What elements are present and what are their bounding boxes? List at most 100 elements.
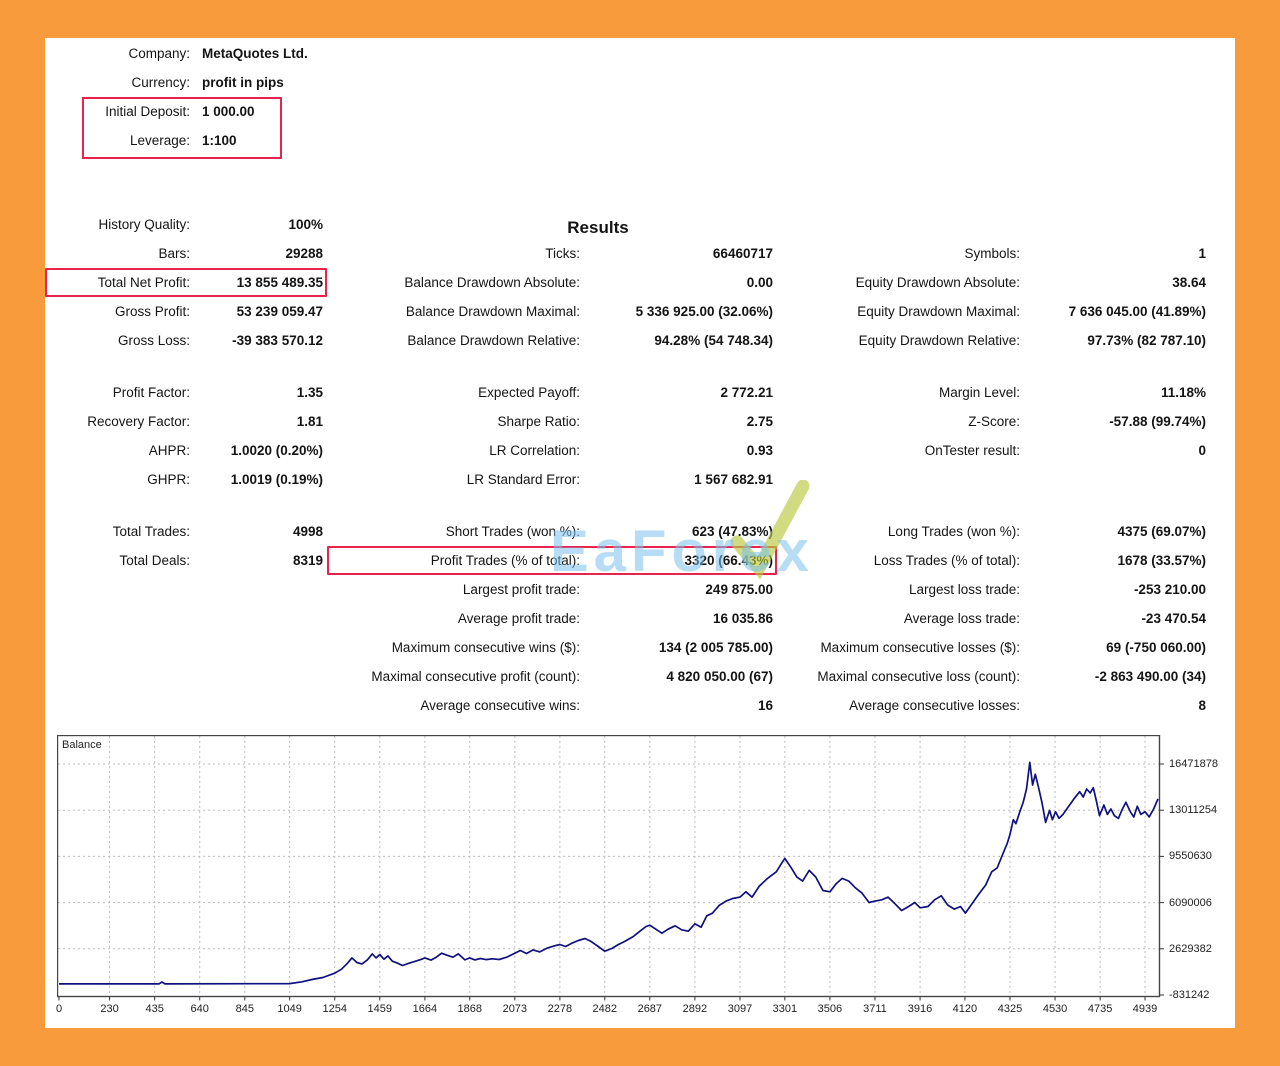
stat-label: Largest profit trade: — [462, 582, 580, 597]
header-value: 1 000.00 — [202, 104, 255, 119]
stat-value: 134 (2 005 785.00) — [658, 640, 773, 655]
stat-value: 0.93 — [746, 443, 773, 458]
x-tick-label: 845 — [235, 1003, 254, 1015]
stat-value: 2 772.21 — [720, 385, 773, 400]
stat-label: OnTester result: — [924, 443, 1020, 458]
x-tick-label: 435 — [145, 1003, 164, 1015]
stat-value: 623 (47.83%) — [691, 524, 773, 539]
stat-value: 29288 — [285, 246, 323, 261]
stat-label: Total Deals: — [119, 553, 190, 568]
stat-value: 0.00 — [746, 275, 773, 290]
x-tick-label: 230 — [100, 1003, 119, 1015]
y-tick-label: 6090006 — [1169, 896, 1212, 909]
x-tick-label: 2687 — [637, 1003, 663, 1015]
stat-pair: Average consecutive wins: 16 — [327, 691, 777, 720]
x-tick-label: 4325 — [997, 1003, 1023, 1015]
stat-pair: Balance Drawdown Relative: 94.28% (54 748… — [327, 326, 777, 355]
stat-pair: Long Trades (won %): 4375 (69.07%) — [777, 517, 1210, 546]
stat-label: Average consecutive wins: — [420, 698, 580, 713]
stats-section: Profit Factor: 1.35 Expected Payoff: 2 772.… — [45, 378, 1210, 494]
x-tick-label: 3711 — [863, 1003, 887, 1015]
x-tick-label: 2892 — [682, 1003, 708, 1015]
stat-label: Total Trades: — [112, 524, 190, 539]
stat-value: 1 — [1198, 246, 1206, 261]
stat-label: Gross Profit: — [114, 304, 190, 319]
x-tick-label: 1664 — [412, 1003, 438, 1015]
stat-label: Margin Level: — [938, 385, 1020, 400]
x-tick-label: 4735 — [1087, 1003, 1113, 1015]
header-label: Currency: — [131, 75, 190, 90]
stat-pair: Average loss trade: -23 470.54 — [777, 604, 1210, 633]
stat-label: Z-Score: — [968, 414, 1020, 429]
stat-value: 97.73% (82 787.10) — [1087, 333, 1206, 348]
stat-value: 7 636 045.00 (41.89%) — [1068, 304, 1206, 319]
header-label: Leverage: — [129, 133, 190, 148]
y-tick-label: -831242 — [1169, 989, 1210, 1001]
stat-pair-empty — [327, 210, 777, 239]
stat-value: 1678 (33.57%) — [1117, 553, 1206, 568]
stats-row: GHPR: 1.0019 (0.19%) LR Standard Error: 1 5… — [45, 465, 1210, 494]
x-tick-label: 3506 — [817, 1003, 843, 1015]
stat-pair: Equity Drawdown Absolute: 38.64 — [777, 268, 1210, 297]
chart-series-label: Balance — [62, 739, 102, 751]
y-tick-label: 16471878 — [1169, 758, 1218, 770]
stat-label: History Quality: — [98, 217, 190, 232]
stat-label: Long Trades (won %): — [887, 524, 1020, 539]
stat-value: -253 210.00 — [1133, 582, 1206, 597]
stat-label: Maximum consecutive wins ($): — [391, 640, 580, 655]
stat-pair-empty — [777, 465, 1210, 494]
x-tick-label: 1459 — [367, 1003, 393, 1015]
stats-row: Recovery Factor: 1.81 Sharpe Ratio: 2.75 Z-S… — [45, 407, 1210, 436]
stat-label: LR Correlation: — [489, 443, 580, 458]
x-tick-label: 640 — [190, 1003, 209, 1015]
stat-pair: GHPR: 1.0019 (0.19%) — [45, 465, 327, 494]
stat-pair: Average consecutive losses: 8 — [777, 691, 1210, 720]
stat-value: 1.35 — [296, 385, 323, 400]
stat-pair: Maximal consecutive loss (count): -2 863 … — [777, 662, 1210, 691]
stat-value: 1.0019 (0.19%) — [230, 472, 323, 487]
stat-pair: Short Trades (won %): 623 (47.83%) — [327, 517, 777, 546]
stat-pair: LR Correlation: 0.93 — [327, 436, 777, 465]
stat-value: 4998 — [292, 524, 323, 539]
x-tick-label: 3301 — [772, 1003, 798, 1015]
stat-pair: Profit Factor: 1.35 — [45, 378, 327, 407]
stat-value: 94.28% (54 748.34) — [654, 333, 773, 348]
stat-value: 1 567 682.91 — [694, 472, 773, 487]
balance-chart: Balance 0 230 435 640 845 1049 1254 1459 1664 186… — [56, 735, 1218, 1015]
y-tick-label: 2629382 — [1169, 942, 1212, 955]
header-row: Leverage: 1:100 — [45, 126, 522, 155]
stat-value: 1.0020 (0.20%) — [230, 443, 323, 458]
stat-pair: Maximum consecutive wins ($): 134 (2 005 … — [327, 633, 777, 662]
stats-row: Total Trades: 4998 Short Trades (won %): 62… — [45, 517, 1210, 546]
stat-label: Ticks: — [545, 246, 580, 261]
stat-label: Balance Drawdown Maximal: — [405, 304, 580, 319]
x-tick-label: 2278 — [547, 1003, 573, 1015]
x-tick-label: 1254 — [322, 1003, 347, 1015]
stat-value: -39 383 570.12 — [232, 333, 323, 348]
stat-pair-empty — [777, 210, 1210, 239]
stat-label: Maximal consecutive profit (count): — [371, 669, 580, 684]
stat-pair: History Quality: 100% — [45, 210, 327, 239]
results-stats: History Quality: 100% Bars: 29288 Ticks: 6646… — [45, 210, 1210, 720]
stat-pair-empty — [45, 575, 327, 604]
stat-value: 8 — [1198, 698, 1206, 713]
stat-pair-empty — [45, 691, 327, 720]
stats-row: Maximal consecutive profit (count): 4 820… — [45, 662, 1210, 691]
stat-label: Recovery Factor: — [87, 414, 190, 429]
stat-pair: Z-Score: -57.88 (99.74%) — [777, 407, 1210, 436]
stat-value: 53 239 059.47 — [236, 304, 323, 319]
stat-label: Equity Drawdown Absolute: — [855, 275, 1020, 290]
stat-pair: Balance Drawdown Maximal: 5 336 925.00 (3… — [327, 297, 777, 326]
stat-value: -2 863 490.00 (34) — [1094, 669, 1206, 684]
x-tick-label: 0 — [55, 1003, 63, 1015]
stats-row: Profit Factor: 1.35 Expected Payoff: 2 772.… — [45, 378, 1210, 407]
stat-label: Expected Payoff: — [478, 385, 580, 400]
stat-value: 4 820 050.00 (67) — [666, 669, 773, 684]
header-label: Company: — [128, 46, 190, 61]
stat-pair: Average profit trade: 16 035.86 — [327, 604, 777, 633]
stats-row: Total Deals: 8319 Profit Trades (% of tota… — [45, 546, 1210, 575]
stat-value: 100% — [288, 217, 323, 232]
stats-row: History Quality: 100% — [45, 210, 1210, 239]
stat-label: Average consecutive losses: — [849, 698, 1020, 713]
stat-label: Gross Loss: — [117, 333, 190, 348]
